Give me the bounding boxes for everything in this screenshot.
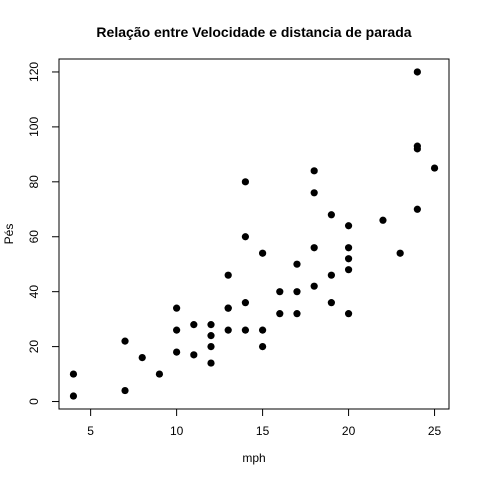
- data-point: [121, 386, 129, 395]
- y-tick-label: 100: [27, 117, 41, 137]
- data-point: [258, 343, 267, 351]
- x-tick-label: 5: [87, 424, 94, 438]
- data-point: [69, 370, 78, 378]
- data-point: [344, 244, 353, 252]
- data-point: [327, 299, 335, 307]
- data-point: [173, 348, 181, 356]
- data-point: [310, 244, 318, 252]
- data-point: [276, 288, 284, 296]
- data-point: [327, 271, 335, 279]
- data-point: [413, 205, 421, 213]
- data-point: [69, 392, 78, 400]
- x-tick-label: 10: [170, 424, 184, 438]
- data-point: [258, 249, 267, 257]
- data-point: [379, 216, 387, 224]
- data-point: [413, 142, 421, 150]
- data-point: [293, 288, 301, 296]
- data-point: [396, 249, 404, 257]
- data-point: [258, 326, 267, 334]
- data-point: [430, 164, 439, 172]
- x-axis: 5 10 15 20 25: [87, 408, 442, 438]
- data-point: [241, 326, 250, 334]
- data-point: [344, 255, 353, 263]
- data-points: [69, 68, 439, 400]
- data-point: [190, 351, 198, 359]
- data-point: [224, 304, 232, 312]
- data-point: [155, 370, 164, 378]
- data-point: [173, 326, 181, 334]
- data-point: [344, 266, 353, 274]
- y-axis-label: Pés: [2, 224, 16, 245]
- data-point: [241, 299, 250, 307]
- data-point: [293, 310, 301, 318]
- data-point: [224, 326, 232, 334]
- x-tick-label: 25: [428, 424, 442, 438]
- data-point: [207, 321, 215, 329]
- y-tick-label: 0: [27, 398, 41, 405]
- data-point: [344, 222, 353, 230]
- y-tick-label: 80: [27, 175, 41, 189]
- data-point: [138, 353, 146, 362]
- x-tick-label: 20: [342, 424, 356, 438]
- data-point: [413, 68, 421, 76]
- y-tick-label: 120: [27, 62, 41, 82]
- y-tick-label: 40: [27, 285, 41, 299]
- data-point: [241, 178, 250, 186]
- x-axis-label: mph: [242, 451, 265, 465]
- data-point: [310, 189, 318, 197]
- y-tick-label: 20: [27, 340, 41, 354]
- plot-area-box: [58, 58, 450, 410]
- data-point: [241, 233, 250, 241]
- data-point: [344, 310, 353, 318]
- data-point: [190, 321, 198, 329]
- data-point: [310, 282, 318, 290]
- data-point: [207, 332, 215, 340]
- data-point: [327, 211, 335, 219]
- data-point: [310, 167, 318, 175]
- y-tick-label: 60: [27, 230, 41, 244]
- data-point: [121, 337, 129, 345]
- data-point: [173, 304, 181, 312]
- x-tick-label: 15: [256, 424, 270, 438]
- chart-title: Relação entre Velocidade e distancia de …: [96, 24, 411, 40]
- data-point: [207, 359, 215, 367]
- data-point: [224, 271, 232, 279]
- y-axis: 0 20 40 60 80 100 120: [27, 62, 60, 405]
- data-point: [293, 260, 301, 268]
- data-point: [207, 343, 215, 351]
- data-point: [276, 310, 284, 318]
